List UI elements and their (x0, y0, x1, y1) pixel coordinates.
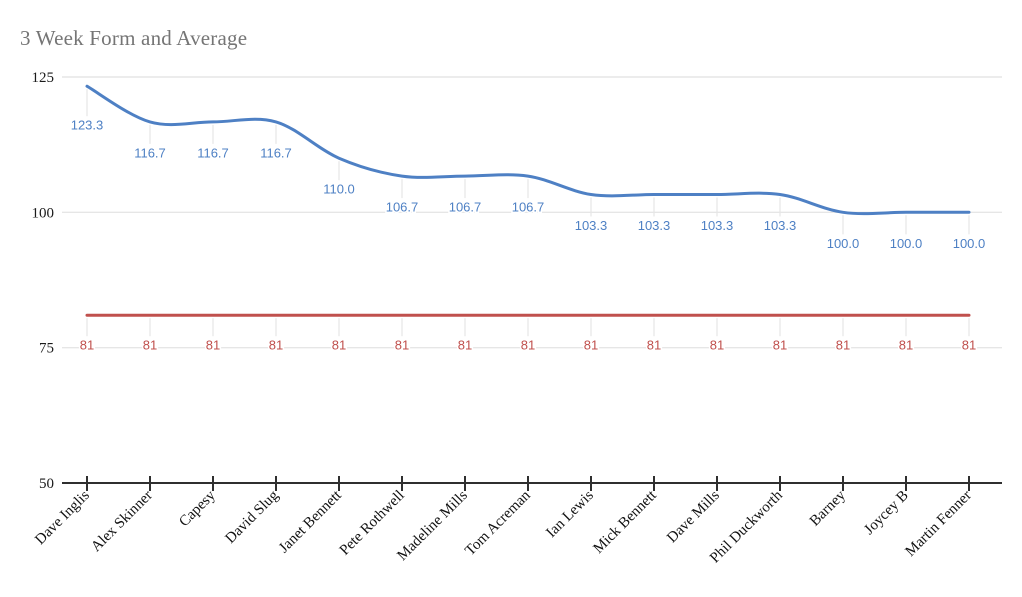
data-label-form: 110.0 (323, 182, 355, 197)
y-tick-label: 125 (32, 70, 55, 86)
data-label-average: 81 (80, 338, 94, 353)
x-category-label: Alex Skinner (88, 488, 156, 556)
x-category-label: Joycey B (861, 488, 912, 539)
data-label-form: 100.0 (890, 236, 923, 251)
data-label-average: 81 (395, 338, 409, 353)
data-label-average: 81 (773, 338, 787, 353)
data-label-form: 123.3 (71, 118, 104, 133)
data-label-average: 81 (206, 338, 220, 353)
x-category-label: Capesy (176, 487, 219, 530)
data-label-form: 116.7 (197, 145, 229, 160)
x-category-label: Dave Mills (664, 487, 723, 546)
data-label-average: 81 (962, 338, 976, 353)
x-category-label: Janet Bennett (276, 487, 345, 556)
data-label-form: 116.7 (260, 145, 292, 160)
chart-title: 3 Week Form and Average (20, 26, 248, 50)
data-label-form: 106.7 (512, 200, 545, 215)
data-label-form: 103.3 (638, 218, 671, 233)
x-category-label: David Slug (222, 487, 282, 547)
data-label-form: 103.3 (701, 218, 734, 233)
data-label-form: 103.3 (764, 218, 797, 233)
data-label-form: 106.7 (449, 200, 482, 215)
x-category-label: Martin Fenner (903, 488, 975, 560)
data-label-average: 81 (584, 338, 598, 353)
data-label-average: 81 (710, 338, 724, 353)
y-tick-label: 75 (39, 341, 54, 357)
data-label-form: 103.3 (575, 218, 608, 233)
data-label-average: 81 (458, 338, 472, 353)
y-tick-label: 50 (39, 476, 54, 492)
x-category-label: Dave Inglis (32, 487, 93, 548)
x-category-label: Ian Lewis (543, 487, 597, 541)
data-label-average: 81 (899, 338, 913, 353)
data-label-form: 100.0 (953, 236, 986, 251)
data-label-average: 81 (521, 338, 535, 353)
x-category-label: Tom Acreman (462, 487, 534, 559)
series-line-form (85, 84, 971, 216)
data-label-average: 81 (836, 338, 850, 353)
y-tick-label: 100 (32, 205, 55, 221)
data-label-average: 81 (143, 338, 157, 353)
data-label-average: 81 (332, 338, 346, 353)
data-label-average: 81 (647, 338, 661, 353)
data-label-form: 116.7 (134, 145, 166, 160)
data-label-form: 100.0 (827, 236, 860, 251)
data-label-average: 81 (269, 338, 283, 353)
x-category-label: Barney (807, 487, 849, 529)
x-category-label: Mick Bennett (590, 487, 660, 557)
x-category-label: Pete Rothwell (337, 488, 408, 559)
data-label-form: 106.7 (386, 200, 419, 215)
